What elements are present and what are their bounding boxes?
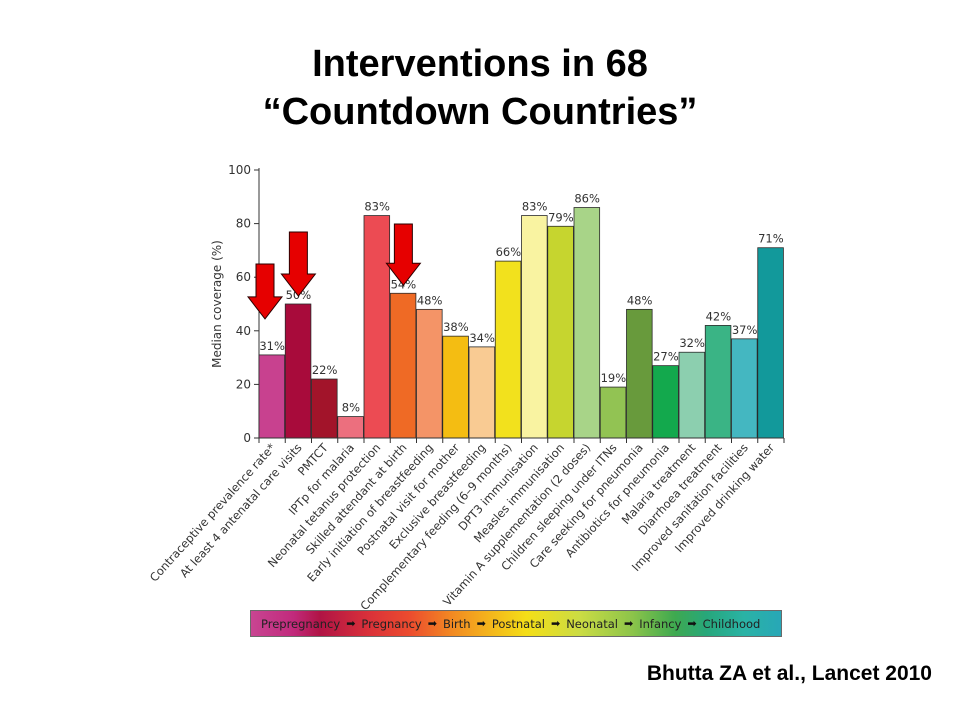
continuum-stage-label: Prepregnancy [261,616,341,631]
bar [337,416,364,439]
y-tick-label: 0 [243,431,251,445]
continuum-stage-label: Postnatal [491,616,545,631]
bar-value-label: 34% [469,331,495,345]
bar [521,215,548,439]
bar-value-label: 48% [627,293,653,307]
bar [258,354,286,439]
arrow-right-icon: ➡ [476,617,486,630]
x-category-label: At least 4 antenatal care visits [177,441,305,581]
bar-value-label: 8% [342,401,360,415]
title-line-2: “Countdown Countries” [262,91,698,133]
arrow-right-icon: ➡ [427,617,437,630]
bar-value-label: 86% [574,192,600,206]
arrow-right-icon: ➡ [687,617,697,630]
bar [442,335,469,439]
bar-value-label: 66% [496,245,522,259]
y-tick-label: 40 [236,324,251,338]
y-tick-label: 20 [236,377,251,391]
bar [494,260,522,439]
bar [284,303,312,439]
y-tick-label: 80 [236,217,251,231]
continuum-stage-label: Pregnancy [361,616,422,631]
title-line-1: Interventions in 68 [312,43,648,85]
continuum-stage-label: Childhood [702,616,761,631]
bar-value-label: 27% [653,350,679,364]
bar [731,338,758,439]
bar [599,386,627,439]
y-tick-label: 100 [228,163,251,177]
bar [547,225,574,439]
bar [626,308,653,439]
continuum-of-care-legend: Prepregnancy ➡ Pregnancy ➡ Birth ➡ Postnatal ➡ N… [250,610,782,637]
y-tick-label: 60 [236,270,251,284]
arrow-right-icon: ➡ [624,617,634,630]
highlight-arrow-icon [246,263,284,320]
bar-value-label: 38% [443,320,469,334]
slide-title: Interventions in 68 “Countdown Countries… [0,40,960,136]
highlight-arrow-icon [385,223,422,287]
arrow-right-icon: ➡ [550,617,561,630]
bar [468,346,496,439]
continuum-stage-label: Neonatal [566,616,618,631]
x-category-label: Contraceptive prevalence rate* [147,440,279,584]
y-axis-label: Median coverage (%) [210,240,224,368]
bar-value-label: 79% [548,210,574,224]
citation: Bhutta ZA et al., Lancet 2010 [646,662,932,685]
bar-value-label: 32% [679,336,705,350]
bar-value-label: 22% [312,363,338,377]
bar-value-label: 48% [417,293,443,307]
bar [704,325,732,439]
bar [757,247,784,439]
bar-value-label: 83% [522,200,548,214]
bar [389,292,417,439]
continuum-stage-label: Birth [442,616,471,631]
bar-value-label: 19% [601,371,627,385]
bar-value-label: 42% [706,309,732,323]
bar-value-label: 31% [259,339,285,353]
continuum-stage-label: Infancy [639,616,682,631]
bar [416,308,443,439]
arrow-right-icon: ➡ [346,617,356,630]
bar-value-label: 71% [758,232,784,246]
bar-value-label: 83% [364,200,390,214]
bar [311,378,338,439]
bar [652,365,679,439]
bar [573,207,601,439]
bar [678,351,706,439]
bar-value-label: 37% [732,323,758,337]
bar [363,215,391,439]
highlight-arrow-icon [280,231,317,297]
